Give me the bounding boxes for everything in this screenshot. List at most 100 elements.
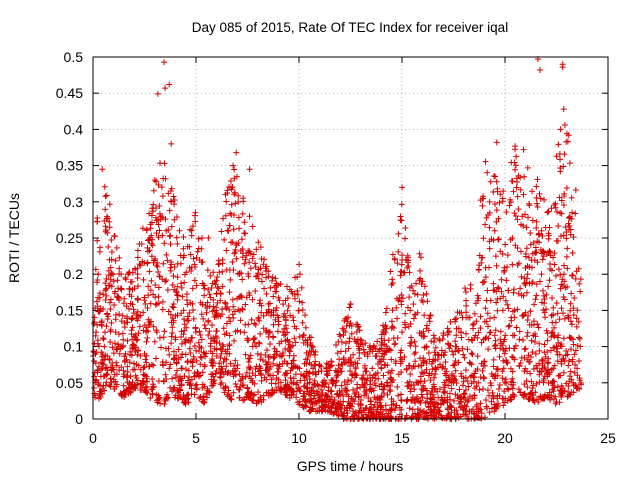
data-point (242, 256, 249, 263)
data-point (124, 372, 131, 379)
data-point (520, 191, 527, 198)
data-point (281, 358, 288, 365)
data-point (534, 321, 541, 328)
data-point (363, 404, 370, 411)
data-point (388, 376, 395, 383)
data-point (286, 338, 293, 345)
data-point (558, 343, 565, 350)
data-point (390, 335, 397, 342)
data-point (578, 381, 585, 388)
y-tick-label: 0 (75, 411, 83, 427)
data-point-outlier (559, 64, 566, 71)
data-point (554, 383, 561, 390)
data-point (451, 316, 458, 323)
data-point (308, 406, 315, 413)
data-point (155, 269, 162, 276)
data-point (338, 409, 345, 416)
data-point (332, 367, 339, 374)
data-point (560, 201, 567, 208)
data-point (551, 250, 558, 257)
data-point (375, 375, 382, 382)
data-point (355, 394, 362, 401)
data-point (166, 207, 173, 214)
data-point (481, 278, 488, 285)
data-point (512, 162, 519, 169)
data-point (235, 192, 242, 199)
data-point (535, 324, 542, 331)
data-point (410, 363, 417, 370)
data-point (195, 235, 202, 242)
data-point (441, 388, 448, 395)
data-point (412, 349, 419, 356)
data-point (155, 182, 162, 189)
data-point (103, 292, 110, 299)
data-point (530, 318, 537, 325)
data-point (204, 394, 211, 401)
data-point (365, 394, 372, 401)
data-point (432, 365, 439, 372)
data-point (522, 253, 529, 260)
data-point (231, 308, 238, 315)
data-point (160, 334, 167, 341)
data-point (354, 381, 361, 388)
data-point (231, 250, 238, 257)
data-point (460, 391, 467, 398)
data-point (538, 356, 545, 363)
data-point (100, 335, 107, 342)
data-point (525, 254, 532, 261)
data-point (237, 377, 244, 384)
data-point (512, 166, 519, 173)
data-point (193, 329, 199, 336)
data-point (143, 328, 150, 335)
data-point (288, 386, 295, 393)
data-point (573, 323, 580, 330)
data-point (213, 290, 220, 297)
data-point (504, 252, 511, 259)
data-point (550, 332, 557, 339)
data-point (236, 225, 243, 232)
data-point (266, 308, 273, 315)
data-point (123, 303, 130, 310)
data-point (406, 284, 413, 291)
data-point (95, 363, 102, 370)
data-point (99, 351, 106, 358)
data-point (130, 344, 137, 351)
data-point (398, 217, 405, 224)
data-point (184, 313, 191, 320)
data-point (567, 300, 574, 307)
data-point (360, 346, 367, 353)
data-point (481, 375, 488, 382)
data-point (311, 390, 318, 397)
data-point (486, 198, 493, 205)
data-point (545, 235, 552, 242)
data-point (172, 374, 179, 381)
data-point (173, 234, 180, 241)
data-point (267, 341, 274, 348)
data-point (300, 339, 307, 346)
data-point (178, 365, 185, 372)
data-point (208, 335, 215, 342)
data-point (460, 378, 467, 385)
data-point (245, 358, 252, 365)
data-point (102, 193, 109, 200)
data-point (198, 354, 205, 361)
data-point (357, 336, 364, 343)
data-point (308, 334, 315, 341)
data-point (140, 309, 147, 316)
data-point (145, 316, 152, 323)
data-point (318, 368, 325, 375)
data-point (509, 391, 516, 398)
data-point (206, 328, 213, 335)
data-point (509, 332, 516, 339)
data-point (565, 132, 572, 139)
data-point (193, 254, 200, 261)
data-point (395, 297, 402, 304)
data-point (431, 387, 438, 394)
data-point (246, 355, 253, 362)
data-point (103, 379, 110, 386)
data-point (510, 286, 517, 293)
data-point (350, 386, 357, 393)
data-point (539, 357, 546, 364)
data-point (461, 390, 468, 397)
data-point (391, 255, 398, 262)
